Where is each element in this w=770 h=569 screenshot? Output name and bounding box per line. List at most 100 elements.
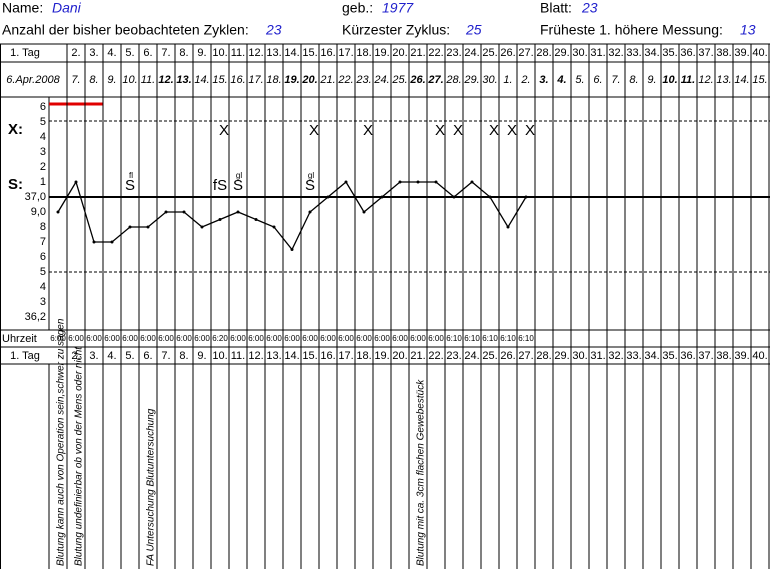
date: 16. bbox=[230, 74, 245, 86]
day-label: 29. bbox=[554, 350, 569, 362]
day-label: 15. bbox=[302, 350, 317, 362]
born-label: geb.: bbox=[342, 0, 373, 16]
date: 6. bbox=[593, 74, 602, 86]
day-label: 1. Tag bbox=[10, 47, 40, 59]
y-tick-label: 1 bbox=[40, 176, 46, 188]
temperature-point bbox=[110, 240, 114, 244]
day-label: 20. bbox=[392, 47, 407, 59]
day-label: 28. bbox=[536, 47, 551, 59]
time: 6:00 bbox=[50, 334, 66, 343]
day-label: 2. bbox=[71, 350, 80, 362]
day-label: 28. bbox=[536, 350, 551, 362]
s-mark: S bbox=[305, 177, 315, 194]
day-label: 31. bbox=[590, 47, 605, 59]
day-label: 36. bbox=[680, 47, 695, 59]
day-label: 33. bbox=[626, 350, 641, 362]
date: 8. bbox=[629, 74, 638, 86]
time-label: Uhrzeit bbox=[2, 333, 37, 345]
date: 4. bbox=[556, 74, 566, 86]
day-label: 33. bbox=[626, 47, 641, 59]
x-mark: X bbox=[219, 122, 229, 139]
day-label: 38. bbox=[716, 350, 731, 362]
date: 19. bbox=[284, 74, 299, 86]
date: 12. bbox=[158, 74, 173, 86]
day-label: 7. bbox=[161, 47, 170, 59]
day-label: 13. bbox=[266, 350, 281, 362]
time: 6:00 bbox=[158, 334, 174, 343]
temperature-point bbox=[236, 210, 240, 214]
date: 5. bbox=[575, 74, 584, 86]
earliest-label: Früheste 1. höhere Messung: bbox=[540, 22, 723, 38]
y-tick-label: 6 bbox=[40, 251, 46, 263]
day-label: 39. bbox=[734, 350, 749, 362]
day-label: 10. bbox=[212, 47, 227, 59]
temperature-point bbox=[326, 195, 330, 199]
date: 25. bbox=[391, 74, 407, 86]
time: 6:00 bbox=[230, 334, 246, 343]
time: 6:00 bbox=[392, 334, 408, 343]
day-label: 5. bbox=[125, 350, 134, 362]
day-label: 31. bbox=[590, 350, 605, 362]
day-label: 26. bbox=[500, 350, 515, 362]
date: 1. bbox=[503, 74, 512, 86]
x-mark: X bbox=[453, 122, 463, 139]
day-label: 17. bbox=[338, 47, 353, 59]
day-label: 12. bbox=[248, 350, 263, 362]
y-tick-label: 5 bbox=[40, 266, 46, 278]
date: 2. bbox=[520, 74, 530, 86]
temperature-point bbox=[146, 225, 150, 229]
time: 6:00 bbox=[320, 334, 336, 343]
y-tick-label: 5 bbox=[40, 116, 46, 128]
temperature-point bbox=[362, 210, 366, 214]
date: 8. bbox=[89, 74, 98, 86]
day-label: 18. bbox=[356, 350, 371, 362]
day-label: 15. bbox=[302, 47, 317, 59]
day-label: 5. bbox=[125, 47, 134, 59]
day-label: 24. bbox=[464, 350, 479, 362]
temperature-point bbox=[470, 180, 474, 184]
time: 6:00 bbox=[68, 334, 84, 343]
time: 6:00 bbox=[104, 334, 120, 343]
time: 6:10 bbox=[518, 334, 534, 343]
s-mark: S bbox=[125, 177, 135, 194]
day-label: 1. Tag bbox=[10, 350, 40, 362]
day-label: 17. bbox=[338, 350, 353, 362]
date: 21. bbox=[319, 74, 335, 86]
date: 22. bbox=[337, 74, 353, 86]
day-label: 23. bbox=[446, 350, 461, 362]
x-mark: X bbox=[309, 122, 319, 139]
day-label: 8. bbox=[179, 350, 188, 362]
date: 11. bbox=[681, 74, 695, 86]
day-label: 3. bbox=[89, 47, 98, 59]
day-label: 27. bbox=[518, 350, 533, 362]
day-label: 6. bbox=[143, 350, 152, 362]
date: 15. bbox=[212, 74, 227, 86]
note: FA Untersuchung Blutuntersuchung bbox=[146, 408, 157, 566]
note: Blutung mit ca. 3cm flachen Gewebestück bbox=[416, 379, 427, 566]
day-label: 39. bbox=[734, 47, 749, 59]
shortest: 25 bbox=[465, 22, 482, 38]
note: Blutung undefinierbar ob von der Mens od… bbox=[74, 346, 85, 566]
day-label: 26. bbox=[500, 47, 515, 59]
day-label: 4. bbox=[107, 350, 116, 362]
day-label: 14. bbox=[284, 350, 299, 362]
time: 6:00 bbox=[140, 334, 156, 343]
day-label: 6. bbox=[143, 47, 152, 59]
y-tick-label: 8 bbox=[40, 221, 46, 233]
day-label: 24. bbox=[464, 47, 479, 59]
name-label: Name: bbox=[2, 0, 43, 16]
date: 17. bbox=[248, 74, 263, 86]
y-tick-label: 7 bbox=[40, 236, 46, 248]
time: 6:00 bbox=[86, 334, 102, 343]
temperature-point bbox=[254, 218, 258, 221]
day-label: 34. bbox=[644, 47, 659, 59]
x-mark: X bbox=[363, 122, 373, 139]
date: 7. bbox=[611, 74, 620, 86]
day-label: 14. bbox=[284, 47, 299, 59]
day-label: 36. bbox=[680, 350, 695, 362]
y-tick-label: 2 bbox=[40, 161, 46, 173]
y-tick-label: 6 bbox=[40, 101, 46, 113]
time: 6:00 bbox=[122, 334, 138, 343]
date: 15. bbox=[752, 74, 767, 86]
day-label: 16. bbox=[320, 350, 335, 362]
